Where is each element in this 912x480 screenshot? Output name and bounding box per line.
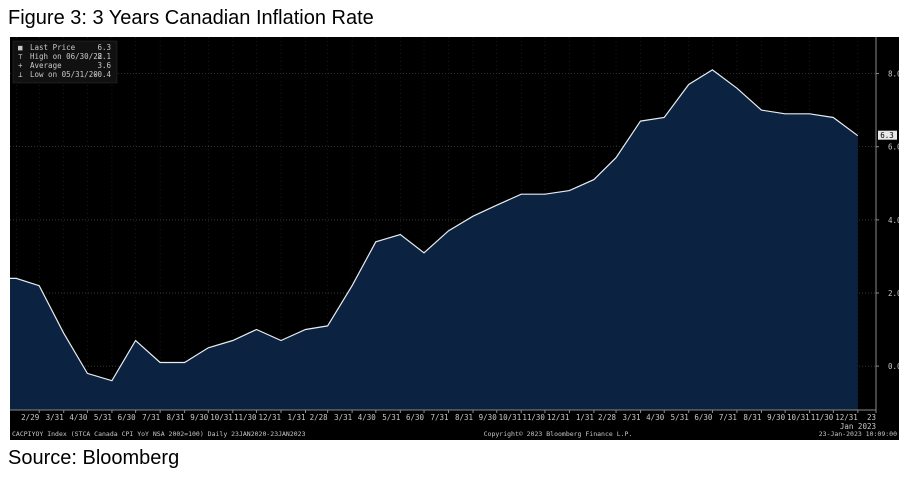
figure-title: Figure 3: 3 Years Canadian Inflation Rat…	[8, 7, 374, 29]
x-tick-label: 8/31	[455, 413, 473, 422]
x-tick-label: 9/30	[190, 413, 209, 422]
legend-value-last-price: 6.3	[97, 43, 111, 52]
legend-label-low: Low on 05/31/20	[30, 70, 98, 79]
legend-glyph-average: +	[18, 61, 23, 70]
x-tick-label: 5/31	[94, 413, 112, 422]
legend-entry-average: + Average 3.6	[18, 61, 111, 70]
x-tick-label: 23	[867, 413, 876, 422]
x-year-label: Jan 2023	[840, 422, 876, 431]
x-tick-label: 8/31	[167, 413, 185, 422]
y-tick-label: 6.0	[888, 143, 899, 152]
last-price-tag-label: 6.3	[880, 131, 894, 140]
x-tick-label: 2/28	[310, 413, 329, 422]
x-tick-label: 12/31	[258, 413, 281, 422]
x-tick-label: 12/31	[835, 413, 858, 422]
footer-index-info: CACPIYOY Index (STCA Canada CPI YoY NSA …	[12, 430, 306, 438]
x-tick-label: 4/30	[69, 413, 88, 422]
legend-glyph-low: ⊥	[18, 70, 23, 79]
x-tick-label: 4/30	[358, 413, 377, 422]
x-tick-label: 7/31	[719, 413, 737, 422]
legend: ■ Last Price 6.3 ⊤ High on 06/30/22 8.1 …	[12, 40, 118, 84]
legend-label-high: High on 06/30/22	[30, 52, 102, 61]
x-tick-label: 9/30	[767, 413, 786, 422]
x-tick-label: 1/31	[576, 413, 594, 422]
x-tick-label: 5/31	[671, 413, 689, 422]
x-tick-label: 7/31	[430, 413, 448, 422]
legend-entry-last-price: ■ Last Price 6.3	[18, 43, 111, 52]
x-tick-label: 5/31	[382, 413, 400, 422]
x-axis: 2/29 3/31 4/30 5/31 6/30 7/31 8/31 9/30 10/31 11/…	[21, 410, 877, 431]
source-note: Source: Bloomberg	[8, 447, 180, 469]
legend-label-last-price: Last Price	[30, 43, 76, 52]
x-tick-label: 10/31	[499, 413, 522, 422]
footer-copyright: Copyright© 2023 Bloomberg Finance L.P.	[484, 430, 633, 438]
chart-panel: 0.0 2.0 4.0 6.0 8.0 2/29 3/31 4/30 5/31 6/30 7/31…	[10, 37, 902, 440]
x-tick-label: 4/30	[646, 413, 665, 422]
legend-entry-low: ⊥ Low on 05/31/20 -0.4	[18, 70, 111, 79]
x-tick-label: 10/31	[210, 413, 233, 422]
x-tick-label: 9/30	[479, 413, 498, 422]
x-tick-label: 11/30	[234, 413, 257, 422]
legend-entry-high: ⊤ High on 06/30/22 8.1	[18, 52, 111, 61]
legend-label-average: Average	[30, 61, 62, 70]
x-tick-label: 11/30	[811, 413, 834, 422]
x-tick-label: 3/31	[334, 413, 352, 422]
x-tick-label: 6/30	[406, 413, 425, 422]
x-tick-label: 10/31	[787, 413, 810, 422]
area-chart: 0.0 2.0 4.0 6.0 8.0 2/29 3/31 4/30 5/31 6/30 7/31…	[10, 37, 902, 438]
legend-value-low: -0.4	[93, 70, 112, 79]
y-tick-label: 0.0	[888, 362, 899, 371]
x-tick-label: 12/31	[547, 413, 570, 422]
series-area-fill	[10, 69, 858, 411]
x-tick-label: 8/31	[743, 413, 761, 422]
x-tick-label: 2/28	[598, 413, 617, 422]
y-tick-label: 8.0	[888, 70, 899, 79]
last-price-tag: 6.3	[878, 130, 897, 140]
x-tick-label: 11/30	[522, 413, 545, 422]
x-tick-label: 7/31	[142, 413, 160, 422]
x-tick-label: 2/29	[21, 413, 39, 422]
y-tick-label: 2.0	[888, 289, 899, 298]
legend-value-high: 8.1	[97, 52, 111, 61]
y-tick-label: 4.0	[888, 216, 899, 225]
legend-glyph-high: ⊤	[18, 52, 23, 61]
footer-timestamp: 23-Jan-2023 10:09:00	[819, 430, 897, 438]
y-axis: 0.0 2.0 4.0 6.0 8.0	[876, 70, 902, 371]
legend-value-average: 3.6	[97, 61, 111, 70]
legend-glyph-last-price: ■	[18, 43, 23, 52]
x-tick-label: 6/30	[118, 413, 137, 422]
x-tick-label: 6/30	[694, 413, 713, 422]
x-tick-label: 3/31	[46, 413, 64, 422]
series-line	[10, 69, 859, 382]
x-tick-label: 1/31	[287, 413, 305, 422]
x-tick-label: 3/31	[622, 413, 640, 422]
